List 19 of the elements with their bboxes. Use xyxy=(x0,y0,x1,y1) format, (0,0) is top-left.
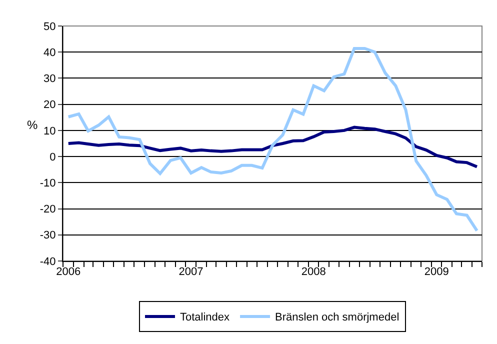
line-series xyxy=(66,46,478,232)
y-tick-label: -40 xyxy=(40,256,56,268)
x-tick-label: 2008 xyxy=(301,266,326,278)
y-tick-label: 10 xyxy=(44,125,56,138)
y-tick-label: 30 xyxy=(44,73,56,86)
y-tick-label: -10 xyxy=(40,178,56,190)
legend-label: Totalindex xyxy=(180,312,230,324)
y-tick-label: -20 xyxy=(40,204,56,216)
y-tick-label: -30 xyxy=(40,230,56,242)
y-tick-label: 40 xyxy=(44,46,56,59)
y-tick-label: 20 xyxy=(44,99,56,112)
x-tick-label: 2009 xyxy=(424,266,449,278)
y-tick-label: 50 xyxy=(44,20,56,33)
line-series xyxy=(66,126,478,168)
x-tick-label: 2007 xyxy=(178,266,204,278)
x-tick-label: 2006 xyxy=(56,266,81,278)
y-tick-label: 0 xyxy=(50,151,56,164)
legend-label: Bränslen och smörjmedel xyxy=(275,312,400,324)
y-axis-title: % xyxy=(27,118,38,132)
